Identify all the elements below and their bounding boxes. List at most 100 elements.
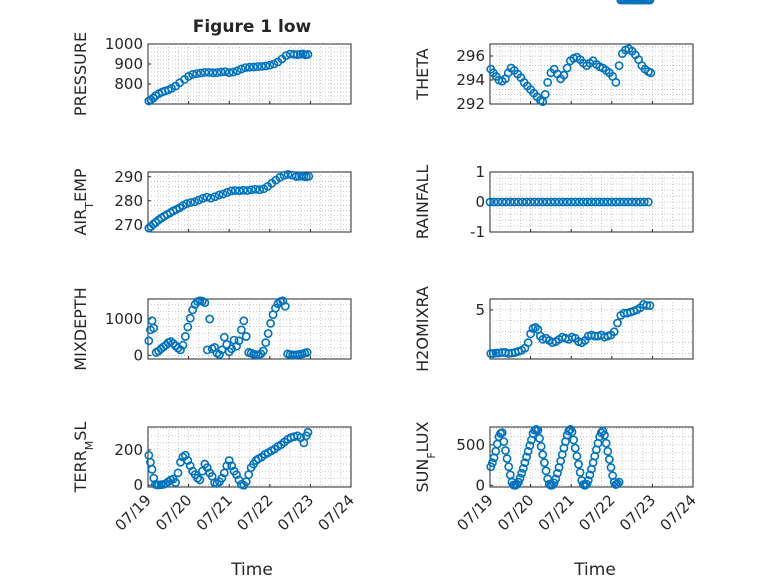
data-point [228, 67, 238, 77]
y-tick-label: 0 [133, 346, 143, 364]
data-point [570, 443, 580, 453]
data-point [183, 322, 193, 332]
data-point [206, 193, 216, 203]
data-point [501, 446, 510, 455]
data-point [236, 325, 246, 335]
data-point [230, 186, 240, 195]
data-point [518, 197, 527, 207]
data-point [489, 197, 499, 207]
data-point [535, 433, 544, 443]
data-point [205, 314, 215, 324]
data-point [558, 197, 568, 207]
data-point [279, 170, 289, 180]
data-point [190, 197, 200, 207]
data-point [509, 197, 519, 207]
data-point [536, 442, 546, 451]
x-tick-label: 07/20 [152, 491, 195, 534]
data-point [578, 197, 588, 207]
data-point [550, 197, 560, 207]
data-point [646, 68, 656, 78]
data-point [595, 197, 605, 207]
x-axis-label-right: Time [573, 560, 616, 580]
x-tick-label: 07/21 [535, 491, 578, 534]
rainfall-panel: -1 0 1 RAINFALL [413, 163, 694, 241]
data-point [234, 186, 244, 196]
data-point [261, 338, 271, 348]
data-point [603, 446, 613, 456]
data-point [232, 66, 242, 76]
data-point [220, 67, 230, 76]
data-point [200, 68, 210, 77]
data-point [639, 197, 649, 207]
data-point [289, 50, 299, 59]
data-point [526, 197, 535, 207]
data-point [192, 69, 202, 78]
data-point [600, 430, 609, 440]
data-point [212, 68, 222, 77]
data-point [263, 329, 273, 338]
data-point [591, 197, 600, 207]
data-point [204, 68, 214, 77]
data-point [518, 463, 528, 473]
data-point [208, 68, 218, 78]
data-point [258, 346, 268, 356]
data-point [599, 197, 609, 207]
data-point [613, 479, 622, 489]
data-point [188, 70, 198, 79]
data-point [522, 197, 531, 207]
y-tick-label: 290 [114, 168, 143, 186]
data-point [583, 197, 592, 207]
data-point [598, 426, 608, 436]
data-point [257, 62, 267, 71]
data-point [185, 313, 195, 323]
figure-title: Figure 1 low [193, 17, 312, 37]
data-point [501, 197, 511, 207]
y-tick-label: -1 [470, 223, 485, 241]
data-point [485, 197, 495, 207]
data-point [171, 478, 181, 487]
x-tick-label: 07/20 [494, 491, 537, 534]
y-tick-label: 270 [114, 216, 143, 234]
y-tick-label: 294 [456, 71, 485, 89]
data-point [517, 468, 527, 478]
data-point [614, 477, 624, 487]
y-tick-label: 0 [475, 193, 485, 211]
y-axis-label: TERRMSL [71, 422, 96, 494]
data-point [226, 186, 236, 196]
y-tick-label: 200 [114, 441, 143, 459]
data-point [604, 455, 614, 464]
data-point [304, 171, 314, 181]
data-point [219, 332, 229, 342]
data-point [540, 90, 550, 99]
data-point [569, 435, 579, 445]
data-point [611, 197, 621, 207]
data-point [497, 428, 507, 438]
data-point [281, 51, 291, 60]
data-point [614, 61, 624, 70]
x-tick-label: 07/24 [315, 491, 358, 534]
data-point [523, 338, 533, 348]
data-point [210, 192, 220, 202]
data-point [606, 463, 616, 472]
data-point [572, 451, 582, 461]
data-point [488, 458, 497, 468]
data-point [566, 197, 576, 207]
data-point [194, 195, 204, 205]
data-point [552, 468, 562, 478]
data-point [541, 466, 551, 476]
x-tick-label: 07/19 [112, 491, 155, 534]
data-point [554, 197, 564, 207]
data-point [239, 316, 249, 326]
data-point [280, 301, 290, 311]
data-point [176, 345, 185, 355]
data-point [196, 68, 206, 78]
data-point [180, 332, 190, 341]
data-point [619, 197, 629, 207]
data-point [607, 197, 617, 207]
data-point [271, 303, 280, 313]
y-tick-label: 1 [475, 163, 485, 181]
data-point [502, 454, 512, 464]
data-point [266, 318, 276, 328]
